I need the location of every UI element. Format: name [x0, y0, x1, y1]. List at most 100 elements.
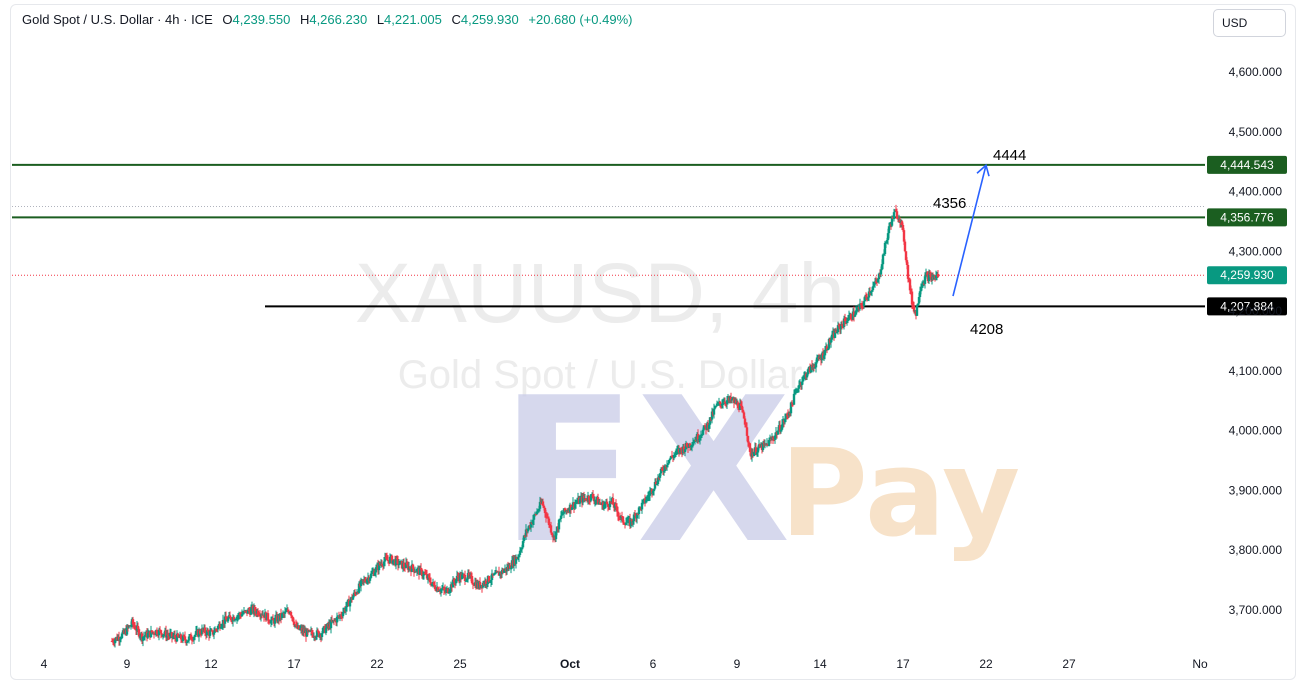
candle-body	[181, 635, 185, 641]
candle-body	[748, 443, 752, 452]
candle-body	[183, 636, 187, 641]
candle-body	[621, 516, 625, 523]
candle-body	[909, 290, 913, 292]
candle-body	[647, 495, 651, 497]
candle-body	[220, 625, 224, 628]
candle-body	[846, 319, 850, 322]
candle-body	[460, 574, 464, 580]
currency-button[interactable]: USD	[1213, 9, 1286, 37]
candle-body	[900, 221, 904, 225]
level-price-label: 4,207.884	[1220, 299, 1274, 313]
candle-body	[351, 596, 355, 600]
y-tick-label: 4,300.000	[1229, 244, 1283, 258]
candle-body	[644, 500, 648, 503]
candle-body	[128, 625, 132, 627]
candle-body	[853, 314, 857, 317]
candle-body	[315, 630, 319, 637]
price-axis[interactable]: 3,700.000 3,800.000 3,900.000 4,000.000 4,10…	[1229, 65, 1283, 617]
candle-body	[678, 448, 682, 453]
candle-body	[679, 448, 683, 450]
candle-body	[184, 640, 188, 643]
candle-body	[427, 575, 431, 578]
candle-body	[744, 424, 748, 428]
candle-body	[822, 355, 826, 359]
candle-body	[918, 291, 922, 298]
candle-body	[541, 501, 545, 506]
candle-body	[280, 613, 284, 618]
y-tick-label: 3,700.000	[1229, 603, 1283, 617]
candle-body	[921, 283, 925, 287]
candle-body	[316, 630, 320, 632]
candle-body	[125, 626, 129, 635]
candle-body	[880, 264, 884, 270]
candle-body	[240, 614, 244, 617]
candle-body	[813, 367, 817, 369]
candle-body	[713, 406, 717, 409]
candle-body	[769, 439, 773, 441]
candle-body	[835, 332, 839, 334]
candle-body	[870, 290, 874, 292]
candle-body	[432, 581, 436, 586]
x-tick-label: No	[1192, 657, 1208, 671]
candle-body	[712, 408, 716, 415]
candle-body	[448, 590, 452, 592]
candle-body	[707, 424, 711, 429]
candle-body	[339, 615, 343, 617]
candle-body	[152, 632, 156, 635]
candle-body	[321, 627, 325, 634]
candle-body	[136, 625, 140, 630]
candle-body	[673, 453, 677, 456]
candle-body	[466, 572, 470, 580]
candle-body	[193, 635, 197, 637]
candle-body	[569, 504, 573, 510]
candle-body	[823, 349, 827, 356]
x-tick-label: 25	[453, 657, 467, 671]
candle-body	[796, 388, 800, 390]
candle-body	[710, 411, 714, 420]
candle-body	[529, 522, 533, 528]
symbol-title[interactable]: Gold Spot / U.S. Dollar · 4h · ICE	[22, 12, 213, 27]
y-tick-label: 3,900.000	[1229, 483, 1283, 497]
candle-body	[575, 502, 579, 504]
candle-body	[544, 513, 548, 518]
candle-body	[465, 579, 469, 581]
candle-body	[229, 617, 233, 621]
candle-body	[469, 575, 473, 577]
candle-body	[847, 315, 851, 320]
candle-body	[776, 430, 780, 435]
candle-body	[246, 609, 250, 614]
candle-body	[117, 636, 121, 641]
candle-body	[329, 620, 333, 629]
candle-body	[629, 519, 633, 527]
candle-body	[794, 389, 798, 393]
candle-body	[842, 318, 846, 328]
candle-body	[516, 557, 520, 559]
candle-body	[716, 403, 720, 405]
candle-body	[698, 436, 702, 440]
candle-body	[883, 242, 887, 255]
candle-body	[514, 557, 518, 564]
candle-body	[521, 541, 525, 548]
candle-body	[508, 565, 512, 569]
candle-body	[616, 511, 620, 517]
candle-body	[829, 339, 833, 343]
close-label: C	[451, 12, 461, 27]
candle-body	[436, 587, 440, 592]
candle-body	[730, 399, 734, 401]
candle-body	[598, 502, 602, 504]
candle-body	[858, 303, 862, 310]
candle-body	[692, 441, 696, 443]
candle-body	[242, 610, 246, 614]
candle-body	[132, 624, 136, 627]
candle-body	[359, 580, 363, 587]
candle-body	[573, 503, 577, 508]
candle-body	[266, 613, 270, 621]
candle-body	[236, 615, 240, 617]
time-axis[interactable]: 4 9 12 17 22 25 Oct 6 9 14 17 22 27 No	[41, 657, 1208, 671]
candles	[110, 204, 940, 648]
candle-body	[549, 525, 553, 533]
candle-body	[863, 296, 867, 302]
candle-body	[845, 321, 849, 323]
candle-body	[872, 284, 876, 287]
